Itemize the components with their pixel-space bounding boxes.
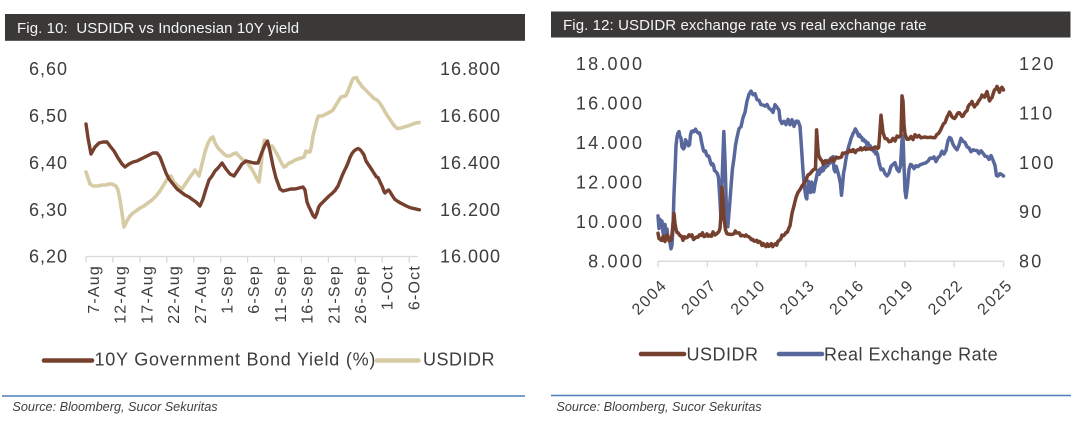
svg-text:18.000: 18.000: [576, 54, 644, 74]
svg-text:Source: Bloomberg, Sucor Sekur: Source: Bloomberg, Sucor Sekuritas: [12, 400, 218, 414]
svg-text:120: 120: [1019, 54, 1056, 74]
svg-text:16.600: 16.600: [440, 106, 501, 126]
svg-text:16.000: 16.000: [440, 247, 501, 267]
svg-text:110: 110: [1019, 104, 1054, 124]
svg-text:80: 80: [1019, 252, 1043, 272]
svg-text:16-Sep: 16-Sep: [300, 265, 317, 324]
svg-text:26-Sep: 26-Sep: [353, 265, 370, 324]
svg-text:16.200: 16.200: [440, 200, 501, 220]
svg-text:27-Aug: 27-Aug: [193, 265, 210, 324]
svg-text:1-Sep: 1-Sep: [220, 265, 237, 314]
svg-text:22-Aug: 22-Aug: [166, 265, 183, 324]
svg-text:11-Sep: 11-Sep: [273, 265, 290, 323]
svg-text:6,30: 6,30: [29, 200, 68, 220]
svg-text:6,60: 6,60: [29, 59, 68, 79]
svg-text:6-Oct: 6-Oct: [406, 265, 423, 310]
svg-text:Real Exchange Rate: Real Exchange Rate: [824, 345, 998, 365]
svg-text:16.400: 16.400: [440, 153, 501, 173]
svg-text:6,40: 6,40: [29, 153, 68, 173]
svg-text:100: 100: [1019, 153, 1056, 173]
svg-text:6-Sep: 6-Sep: [246, 265, 263, 314]
svg-text:6,50: 6,50: [29, 106, 68, 126]
svg-text:8.000: 8.000: [588, 252, 644, 272]
svg-text:6,20: 6,20: [29, 247, 68, 267]
svg-text:10Y Government Bond Yield (%): 10Y Government Bond Yield (%): [95, 350, 377, 370]
svg-text:17-Aug: 17-Aug: [139, 265, 156, 324]
svg-text:12-Aug: 12-Aug: [113, 265, 130, 324]
svg-text:12.000: 12.000: [576, 172, 644, 192]
svg-text:USDIDR: USDIDR: [687, 345, 759, 365]
svg-text:16.800: 16.800: [440, 59, 501, 79]
svg-text:Fig. 10: USDIDR vs Indonesian: Fig. 10: USDIDR vs Indonesian 10Y yield: [17, 20, 299, 37]
svg-text:10.000: 10.000: [576, 212, 644, 232]
svg-text:USDIDR: USDIDR: [423, 350, 495, 370]
svg-text:16.000: 16.000: [576, 93, 644, 113]
svg-text:14.000: 14.000: [576, 133, 644, 153]
svg-text:90: 90: [1019, 202, 1043, 222]
svg-text:1-Oct: 1-Oct: [380, 265, 397, 310]
svg-text:Source: Bloomberg, Sucor Sekur: Source: Bloomberg, Sucor Sekuritas: [556, 400, 762, 414]
svg-text:7-Aug: 7-Aug: [86, 265, 103, 314]
svg-text:21-Sep: 21-Sep: [326, 265, 343, 324]
svg-text:Fig. 12: USDIDR exchange rate: Fig. 12: USDIDR exchange rate vs real ex…: [563, 17, 927, 34]
